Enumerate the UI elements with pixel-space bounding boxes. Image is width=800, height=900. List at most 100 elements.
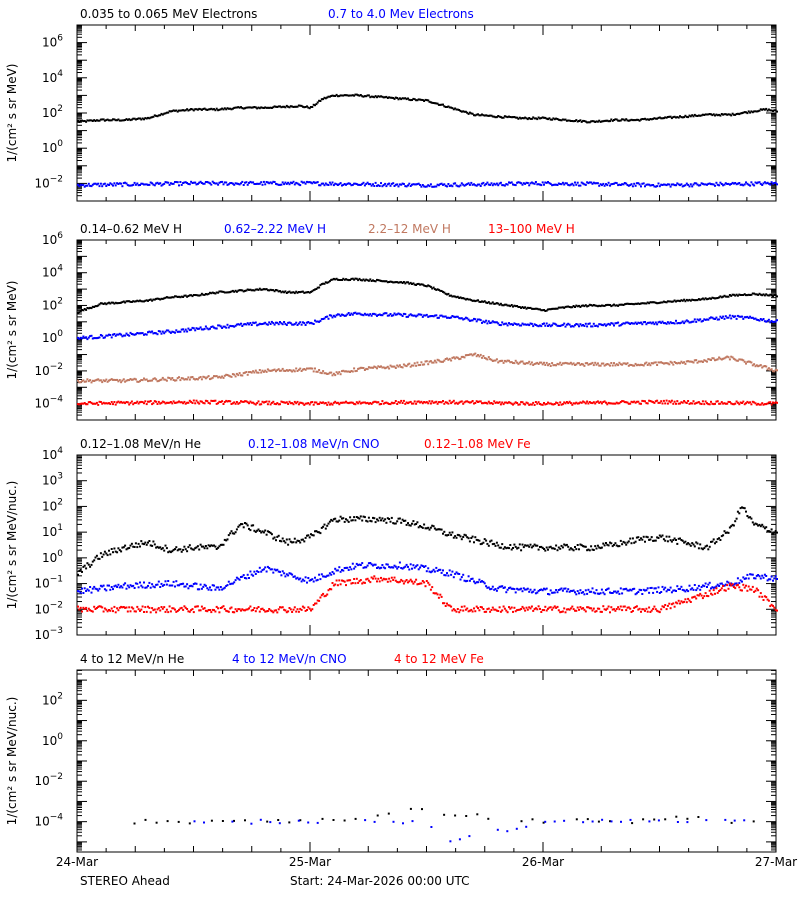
data-point	[629, 323, 632, 325]
data-point	[638, 402, 641, 405]
data-point	[417, 282, 420, 285]
data-point	[296, 576, 299, 579]
data-point	[564, 325, 567, 328]
data-point	[499, 181, 502, 184]
data-point	[629, 402, 632, 405]
data-point	[518, 306, 521, 308]
data-point	[363, 279, 366, 282]
data-point	[272, 571, 275, 574]
data-point	[565, 323, 568, 326]
data-point	[478, 355, 481, 358]
data-point	[361, 401, 364, 404]
data-point	[525, 117, 528, 120]
data-point	[157, 400, 160, 403]
data-point	[295, 402, 298, 405]
data-point	[736, 294, 739, 297]
data-point	[692, 115, 695, 118]
data-point	[761, 108, 764, 111]
data-point	[359, 366, 362, 369]
data-point	[696, 542, 699, 545]
data-point	[318, 369, 321, 371]
data-point	[463, 356, 466, 359]
data-point	[292, 180, 295, 183]
data-point	[734, 113, 737, 116]
data-point	[685, 182, 688, 185]
data-point	[773, 577, 776, 580]
data-point	[495, 321, 498, 324]
data-point	[231, 611, 234, 614]
data-point	[378, 403, 381, 406]
data-point	[621, 543, 624, 546]
data-point	[332, 94, 335, 97]
data-point	[637, 302, 640, 305]
data-point	[454, 357, 457, 360]
data-point	[241, 107, 244, 110]
data-point	[118, 586, 121, 589]
data-point	[381, 314, 384, 317]
data-point	[240, 576, 242, 578]
data-point	[640, 302, 642, 305]
data-point	[758, 575, 761, 578]
data-point	[178, 584, 180, 587]
data-point	[592, 401, 595, 404]
data-point	[695, 541, 698, 544]
data-point	[385, 280, 388, 283]
data-point	[306, 180, 308, 183]
data-point	[276, 369, 279, 372]
data-point	[227, 534, 230, 537]
data-point	[404, 402, 407, 405]
data-point	[200, 378, 203, 381]
data-point	[342, 94, 345, 97]
data-point	[602, 401, 605, 403]
data-point	[252, 574, 255, 577]
data-point	[517, 362, 520, 365]
data-point	[490, 114, 493, 117]
data-point	[539, 183, 541, 186]
data-point	[85, 403, 88, 406]
data-point	[757, 181, 760, 184]
data-point	[342, 369, 345, 372]
data-point	[714, 114, 716, 117]
data-point	[388, 281, 391, 283]
data-point	[640, 402, 642, 405]
data-point	[677, 402, 680, 405]
data-point	[571, 306, 574, 309]
data-point	[163, 378, 166, 381]
data-point	[381, 564, 384, 566]
data-point	[526, 362, 529, 365]
data-point	[770, 109, 773, 112]
data-point	[357, 402, 360, 405]
data-point	[605, 324, 607, 327]
data-point	[389, 520, 392, 523]
data-point	[549, 182, 552, 185]
data-point	[565, 543, 568, 546]
data-point	[78, 121, 81, 123]
data-point	[116, 302, 119, 305]
data-point	[95, 378, 98, 381]
data-point	[617, 119, 620, 122]
data-point	[78, 311, 81, 314]
data-point	[326, 281, 329, 284]
legend-entry: 0.12–1.08 MeV/n CNO	[248, 437, 379, 451]
data-point	[370, 520, 373, 523]
data-point	[392, 365, 395, 368]
data-point	[207, 292, 210, 295]
data-point	[727, 295, 730, 298]
data-point	[253, 529, 256, 532]
data-point	[534, 544, 537, 547]
data-point	[583, 325, 586, 327]
data-point	[763, 181, 766, 184]
data-point	[307, 291, 310, 293]
data-point	[747, 110, 750, 113]
data-point	[90, 307, 93, 310]
data-point	[163, 112, 166, 115]
data-point	[167, 611, 170, 614]
data-point	[199, 180, 202, 183]
data-point	[118, 302, 121, 304]
data-point	[275, 370, 277, 373]
data-point	[300, 180, 303, 183]
data-point	[314, 401, 316, 404]
data-point	[423, 185, 426, 188]
data-point	[147, 400, 149, 403]
data-point	[556, 402, 559, 405]
